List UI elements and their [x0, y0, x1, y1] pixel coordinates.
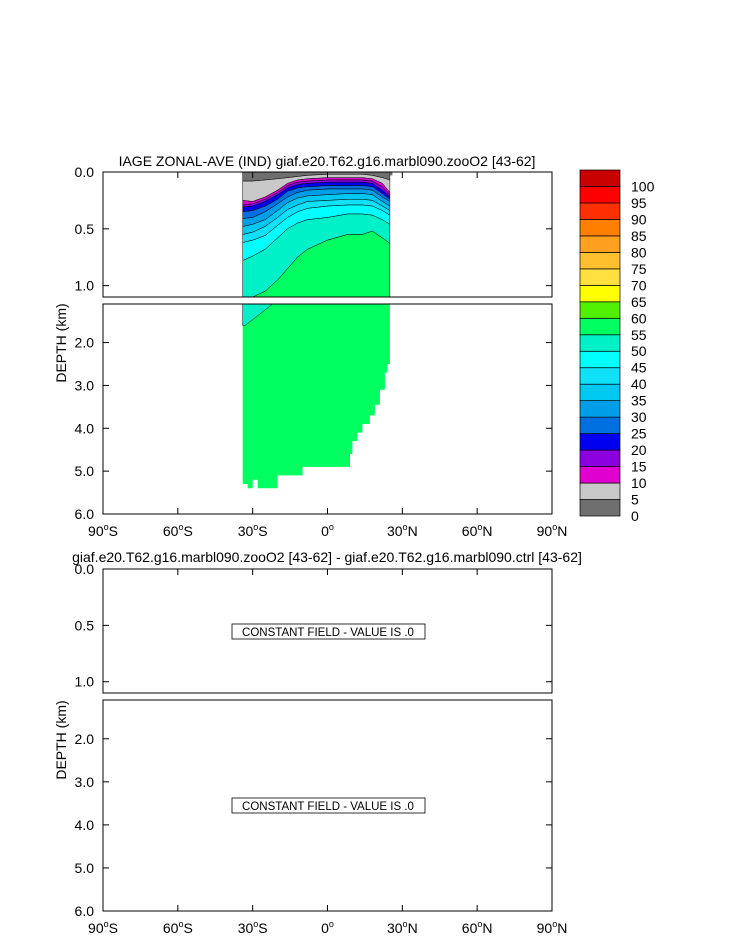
y-tick-label: 0.0	[75, 561, 95, 577]
colorbar-label: 100	[631, 179, 655, 195]
x-tick-label: 90oN	[537, 919, 568, 936]
colorbar-swatch	[579, 334, 621, 352]
colorbar-label: 5	[631, 492, 639, 508]
colorbar-label: 60	[631, 310, 647, 326]
x-tick-label: 90oS	[88, 522, 118, 539]
colorbar-swatch	[579, 169, 621, 187]
y-tick-label: 1.0	[75, 674, 95, 690]
colorbar-swatch	[579, 186, 621, 204]
y-tick-label: 0.0	[75, 164, 95, 180]
bottom-x-axis: 90oS 60oS 30oS 0o 30oN 60oN 90oN	[88, 569, 567, 936]
colorbar-label: 30	[631, 409, 647, 425]
bottom-y-axis-label: DEPTH (km)	[53, 700, 69, 779]
colorbar-label: 65	[631, 294, 647, 310]
top-lower-plot-area	[242, 303, 390, 489]
y-tick-label: 0.5	[75, 617, 95, 633]
x-tick-label: 0o	[321, 919, 334, 936]
top-lower-y-ticks: 2.0 3.0 4.0 5.0 6.0	[75, 335, 552, 522]
colorbar-swatch	[579, 268, 621, 286]
colorbar: 0510152025303540455055606570758085909510…	[579, 169, 655, 524]
colorbar-swatch	[579, 433, 621, 451]
x-tick-label: 30oN	[387, 522, 418, 539]
bottom-lower-y-ticks: 2.0 3.0 4.0 5.0 6.0	[75, 731, 552, 919]
top-upper-plot-area	[242, 171, 393, 298]
y-tick-label: 1.0	[75, 278, 95, 294]
colorbar-swatch	[579, 466, 621, 484]
bottom-upper-panel: 0.0 0.5 1.0 CONSTANT FIELD - VALUE IS .0	[75, 561, 553, 694]
top-x-axis: 90oS 60oS 30oS 0o 30oN 60oN 90oN	[88, 172, 567, 539]
top-upper-panel: 0.0 0.5 1.0	[75, 164, 553, 298]
colorbar-label: 50	[631, 343, 647, 359]
colorbar-swatch	[579, 416, 621, 434]
x-tick-label: 90oS	[88, 919, 118, 936]
chart-title-bottom: giaf.e20.T62.g16.marbl090.zooO2 [43-62] …	[72, 549, 582, 565]
colorbar-swatch	[579, 367, 621, 385]
colorbar-swatch	[579, 499, 621, 517]
colorbar-swatch	[579, 219, 621, 237]
colorbar-swatch	[579, 301, 621, 319]
bottom-lower-panel: 2.03.04.05.06.0 90oS 60oS 30oS 0o 30oN 60oN 90…	[75, 569, 567, 936]
colorbar-label: 25	[631, 426, 647, 442]
x-tick-label: 30oS	[238, 522, 268, 539]
y-tick-label: 0.5	[75, 221, 95, 237]
colorbar-swatch	[579, 202, 621, 220]
y-tick-label: 6.0	[75, 903, 95, 919]
colorbar-swatch	[579, 383, 621, 402]
colorbar-swatch	[579, 449, 621, 467]
x-tick-label: 30oS	[238, 919, 268, 936]
x-tick-label: 60oS	[163, 522, 193, 539]
colorbar-label: 20	[631, 442, 647, 458]
colorbar-swatch	[579, 350, 621, 369]
colorbar-label: 95	[631, 195, 647, 211]
x-tick-label: 60oN	[462, 522, 493, 539]
chart-title-top: IAGE ZONAL-AVE (IND) giaf.e20.T62.g16.ma…	[119, 153, 536, 169]
x-tick-label: 0o	[321, 522, 334, 539]
colorbar-label: 10	[631, 475, 647, 491]
y-tick-label: 3.0	[75, 774, 95, 790]
top-lower-panel: 2.03.04.05.06.0 90oS 60oS 30oS 0o 30oN 60oN 90…	[75, 172, 567, 539]
annotation-lower: CONSTANT FIELD - VALUE IS .0	[242, 801, 414, 813]
top-upper-y-ticks: 0.0 0.5 1.0	[75, 164, 552, 294]
contour-band-55-deep	[242, 304, 390, 489]
bottom-upper-y-ticks: 0.0 0.5 1.0	[75, 561, 552, 690]
y-tick-label: 4.0	[75, 817, 95, 833]
annotation-upper: CONSTANT FIELD - VALUE IS .0	[242, 627, 414, 639]
annotation-box-upper	[231, 623, 426, 640]
y-tick-label: 4.0	[75, 420, 95, 436]
colorbar-swatch	[579, 400, 621, 418]
colorbar-label: 90	[631, 211, 647, 227]
colorbar-label: 35	[631, 393, 647, 409]
colorbar-swatch	[579, 235, 621, 253]
y-tick-label: 6.0	[75, 506, 95, 522]
colorbar-swatch	[579, 252, 621, 270]
colorbar-label: 75	[631, 261, 647, 277]
colorbar-swatch	[579, 317, 621, 336]
y-tick-label: 2.0	[75, 731, 95, 747]
colorbar-label: 85	[631, 228, 647, 244]
top-y-axis-label: DEPTH (km)	[53, 303, 69, 382]
colorbar-swatch	[579, 284, 621, 303]
x-tick-label: 60oN	[462, 919, 493, 936]
y-tick-label: 3.0	[75, 377, 95, 393]
colorbar-swatch	[579, 482, 621, 500]
x-tick-label: 90oN	[537, 522, 568, 539]
colorbar-label: 45	[631, 360, 647, 376]
y-tick-label: 5.0	[75, 860, 95, 876]
y-tick-label: 2.0	[75, 335, 95, 351]
colorbar-label: 80	[631, 244, 647, 260]
x-tick-label: 60oS	[163, 919, 193, 936]
colorbar-label: 15	[631, 459, 647, 475]
colorbar-label: 70	[631, 277, 647, 293]
y-tick-label: 5.0	[75, 463, 95, 479]
colorbar-label: 40	[631, 376, 647, 392]
x-tick-label: 30oN	[387, 919, 418, 936]
surface-cap	[389, 172, 393, 176]
colorbar-label: 0	[631, 508, 639, 524]
colorbar-label: 55	[631, 327, 647, 343]
annotation-box-lower	[231, 797, 426, 814]
